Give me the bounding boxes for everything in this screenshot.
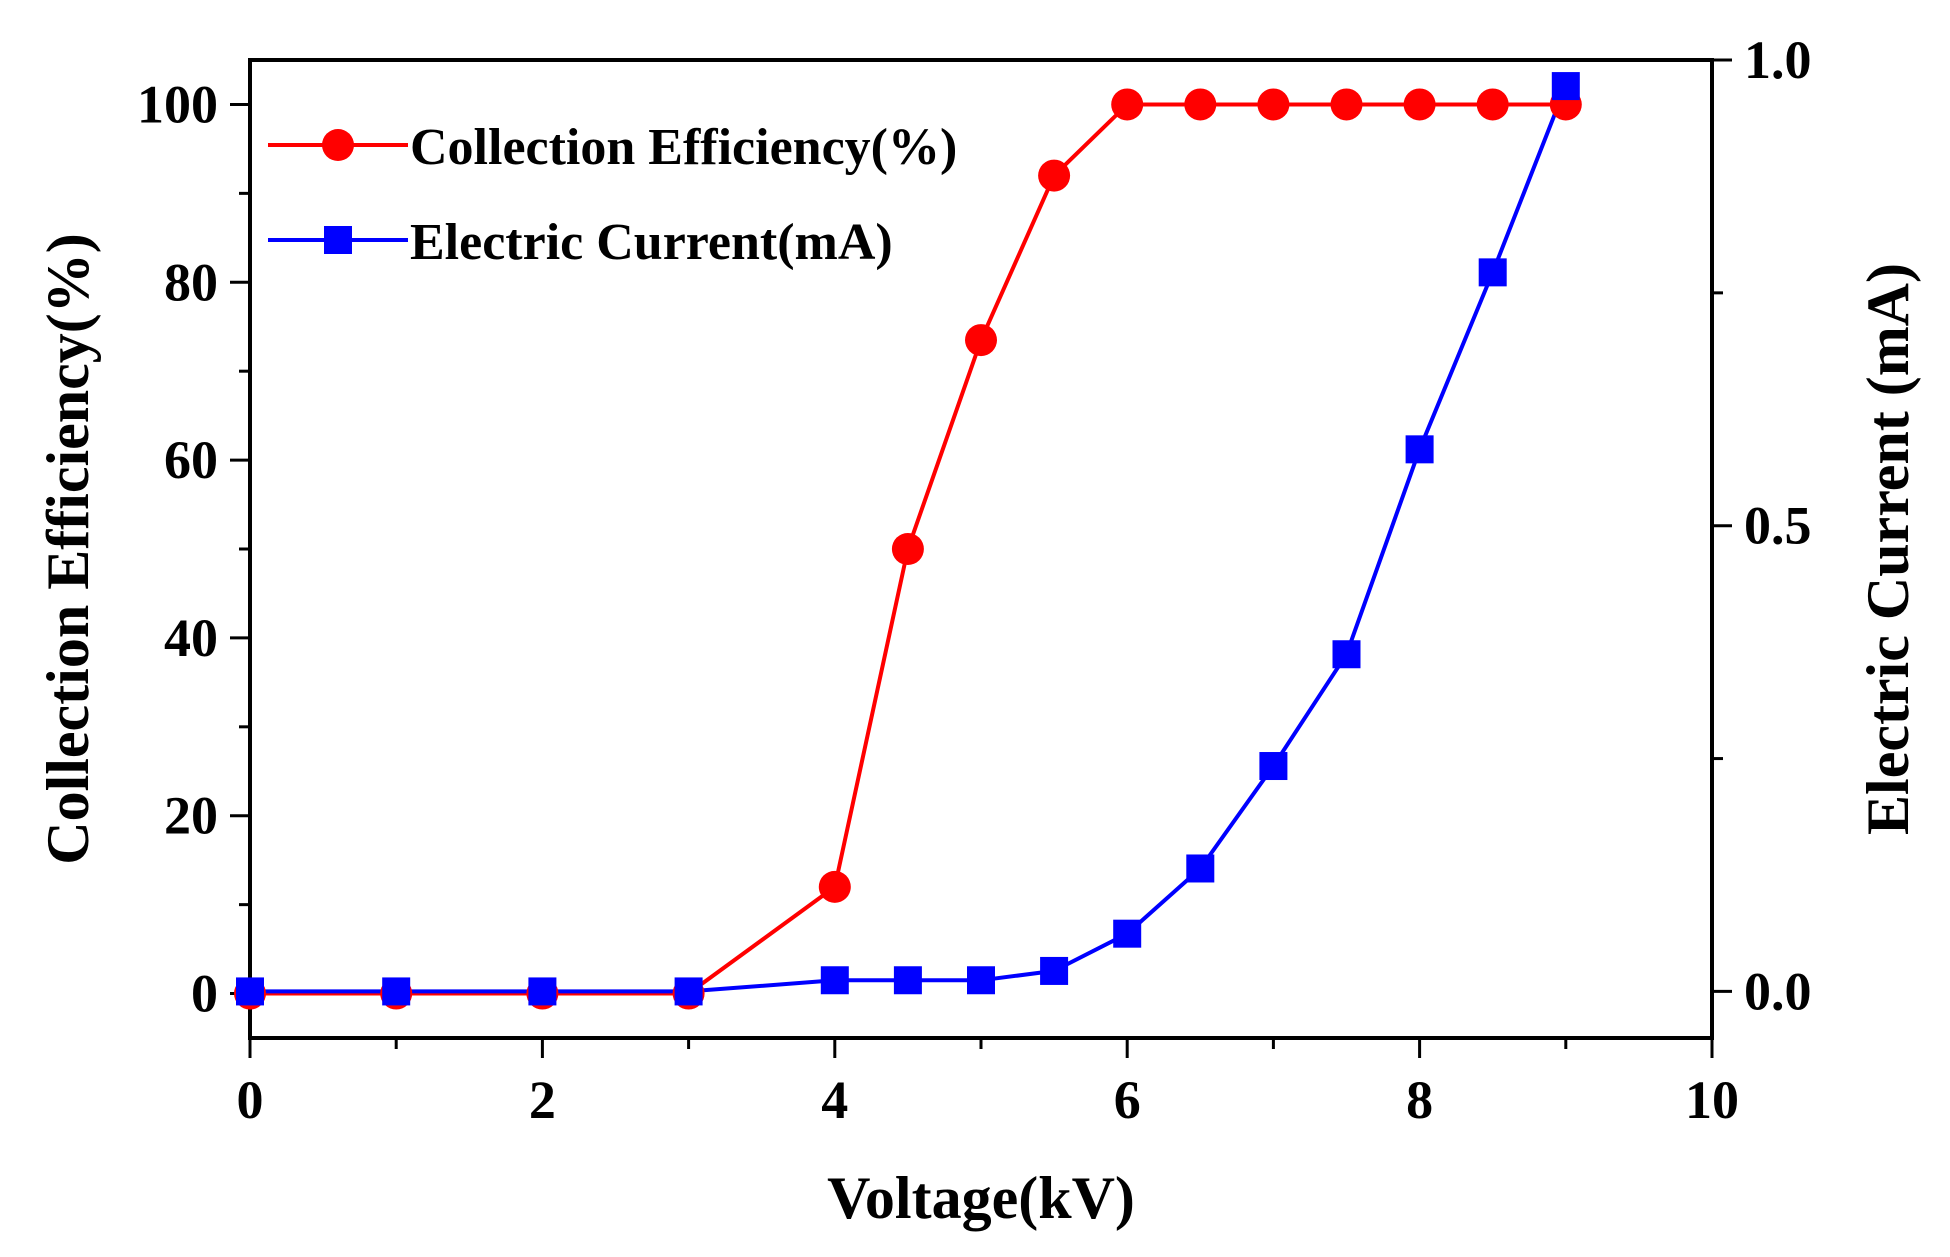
data-point-current: [1405, 435, 1434, 464]
data-point-efficiency: [1330, 88, 1363, 121]
data-point-current: [1332, 640, 1361, 669]
data-point-efficiency: [1476, 88, 1509, 121]
right-y-axis-title: Electric Current (mA): [1855, 263, 1921, 835]
left-y-tick-label: 80: [164, 252, 218, 312]
x-tick-label: 0: [237, 1070, 264, 1130]
data-point-current: [528, 977, 557, 1006]
x-tick-label: 6: [1114, 1070, 1141, 1130]
x-tick-label: 2: [529, 1070, 556, 1130]
left-y-tick-label: 20: [164, 786, 218, 846]
right-y-tick-label: 0.5: [1744, 496, 1812, 556]
left-y-axis-ticks: 0 20 40 60 80 100: [137, 74, 250, 1024]
x-axis-ticks: 0 2 4 6 8 10: [237, 1038, 1739, 1130]
data-point-current: [1551, 72, 1580, 101]
legend-swatch-marker-current: [324, 226, 352, 254]
legend-swatch-marker-efficiency: [322, 129, 354, 161]
plot-frame: [248, 58, 1714, 1040]
data-point-efficiency: [818, 870, 851, 903]
data-point-efficiency: [965, 324, 997, 357]
data-point-current: [967, 966, 995, 995]
legend-label-current: Electric Current(mA): [410, 214, 893, 271]
data-point-efficiency: [891, 533, 924, 565]
data-point-current: [382, 977, 411, 1006]
data-point-current: [820, 966, 849, 995]
data-point-current: [236, 977, 264, 1006]
x-tick-label: 8: [1406, 1070, 1433, 1130]
left-y-tick-label: 60: [164, 430, 218, 490]
legend: Collection Efficiency(%) Electric Curren…: [268, 119, 957, 271]
data-point-efficiency: [1257, 88, 1290, 121]
data-point-current: [1478, 258, 1507, 287]
data-point-current: [1186, 854, 1215, 883]
data-point-current: [1259, 752, 1288, 781]
data-point-current: [1040, 956, 1069, 985]
left-y-axis-title: Collection Efficiency(%): [35, 233, 101, 865]
data-point-efficiency: [1184, 88, 1217, 121]
data-point-efficiency: [1111, 88, 1144, 121]
left-y-tick-label: 40: [164, 608, 218, 668]
x-tick-label: 4: [821, 1070, 848, 1130]
right-y-tick-label: 1.0: [1744, 30, 1812, 90]
right-y-axis-ticks: 0.0 0.5 1.0: [1712, 30, 1812, 1021]
legend-label-efficiency: Collection Efficiency(%): [410, 119, 957, 176]
data-point-efficiency: [1038, 159, 1071, 192]
data-point-current: [674, 977, 703, 1006]
series-layer: [234, 72, 1582, 1010]
left-y-tick-label: 0: [191, 964, 218, 1024]
x-tick-label: 10: [1685, 1070, 1739, 1130]
data-point-efficiency: [1403, 88, 1436, 121]
left-y-tick-label: 100: [137, 74, 218, 134]
data-point-current: [1113, 919, 1142, 948]
right-y-tick-label: 0.0: [1744, 961, 1812, 1021]
data-point-current: [893, 966, 922, 995]
x-axis-title: Voltage(kV): [827, 1165, 1135, 1231]
